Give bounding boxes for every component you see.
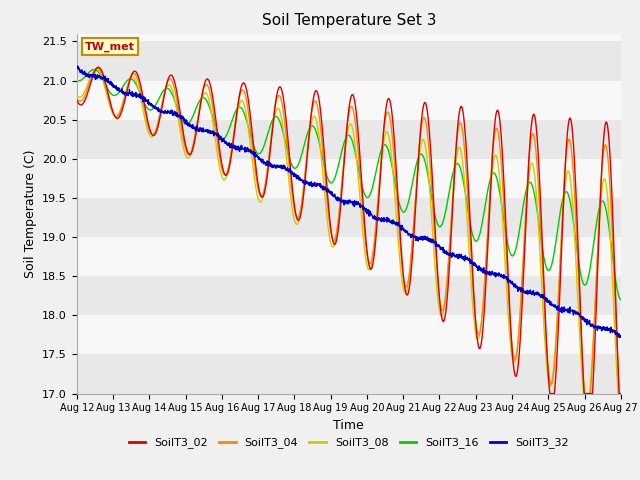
Bar — [77, 81, 621, 120]
Bar — [77, 198, 621, 237]
Text: TW_met: TW_met — [85, 42, 135, 52]
Y-axis label: Soil Temperature (C): Soil Temperature (C) — [24, 149, 36, 278]
Bar — [77, 41, 621, 81]
Legend: SoilT3_02, SoilT3_04, SoilT3_08, SoilT3_16, SoilT3_32: SoilT3_02, SoilT3_04, SoilT3_08, SoilT3_… — [124, 433, 573, 453]
Bar — [77, 2, 621, 41]
Bar — [77, 159, 621, 198]
Bar — [77, 120, 621, 159]
Bar — [77, 354, 621, 394]
Bar — [77, 315, 621, 354]
X-axis label: Time: Time — [333, 419, 364, 432]
Bar — [77, 276, 621, 315]
Title: Soil Temperature Set 3: Soil Temperature Set 3 — [262, 13, 436, 28]
Bar — [77, 237, 621, 276]
